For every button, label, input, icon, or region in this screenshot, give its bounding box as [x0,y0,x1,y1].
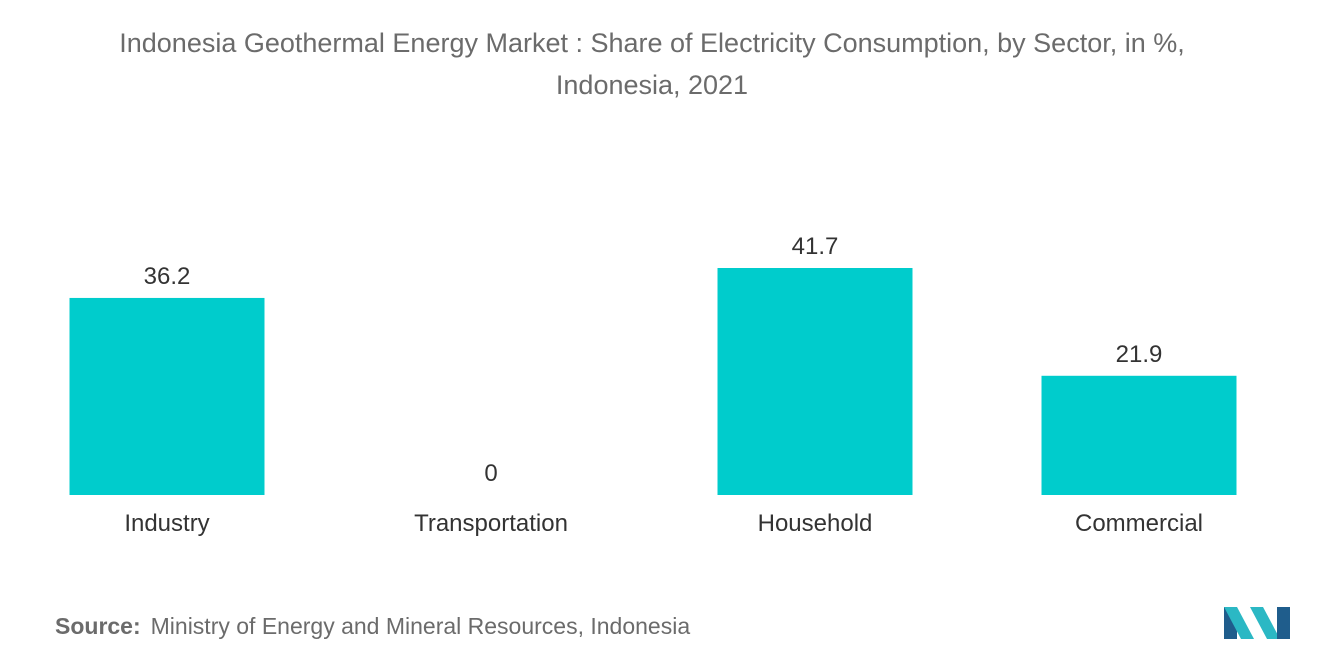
category-label-household: Household [758,510,873,537]
bar-commercial [1041,375,1237,495]
data-label-industry: 36.2 [144,263,191,290]
logo-right-diagonal-shape [1250,607,1280,639]
data-label-household: 41.7 [792,233,839,260]
category-label-commercial: Commercial [1075,510,1203,537]
data-label-commercial: 21.9 [1116,341,1163,368]
category-label-transportation: Transportation [414,510,568,537]
category-label-industry: Industry [124,510,209,537]
bar-household [717,268,913,495]
source-text: Ministry of Energy and Mineral Resources… [150,613,691,639]
logo-right-dark-shape [1277,607,1290,639]
source-note: Source: Ministry of Energy and Mineral Re… [55,613,690,640]
data-label-transportation: 0 [484,460,497,487]
logo-left-diagonal-shape [1224,607,1254,639]
chart-title-line-2: Indonesia, 2021 [555,70,749,100]
bar-industry [69,297,265,495]
source-label: Source: [55,613,141,639]
company-logo-icon [1224,607,1290,639]
chart-title: Indonesia Geothermal Energy Market : Sha… [0,22,1304,106]
chart-title-line-1: Indonesia Geothermal Energy Market : Sha… [119,28,1185,58]
